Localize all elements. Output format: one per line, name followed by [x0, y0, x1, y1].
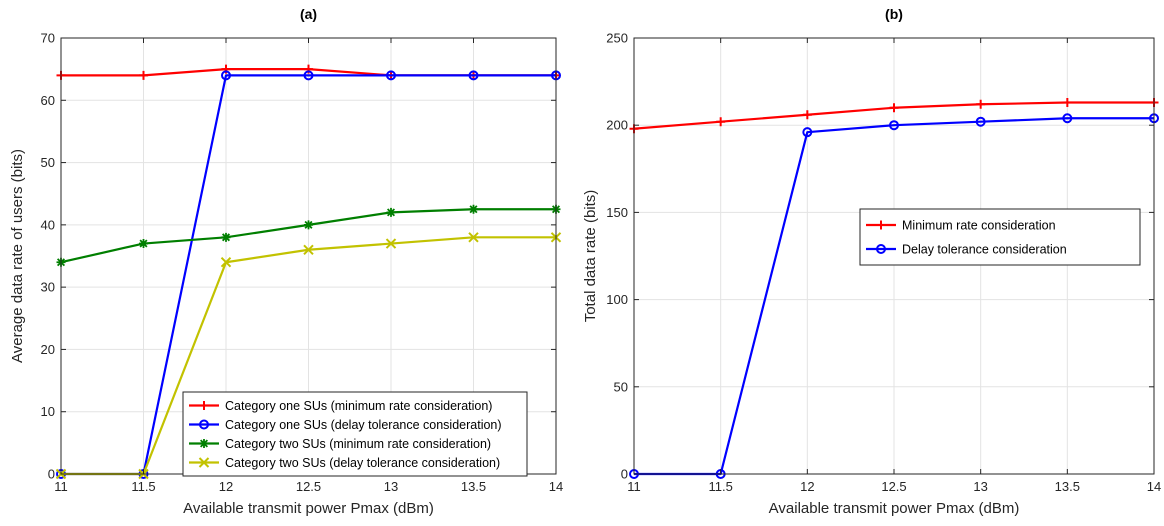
legend-swatch-marker [876, 220, 886, 230]
y-axis-label: Total data rate (bits) [582, 190, 599, 323]
legend-swatch-marker [199, 419, 209, 430]
data-point [468, 232, 479, 243]
x-tick-label: 12.5 [296, 479, 321, 494]
data-point [889, 103, 899, 113]
data-point [304, 220, 313, 230]
legend-label: Delay tolerance consideration [902, 243, 1067, 257]
x-axis-label: Available transmit power Pmax (dBm) [769, 500, 1020, 517]
y-tick-label: 150 [606, 205, 628, 220]
data-point [221, 70, 231, 81]
y-tick-label: 30 [41, 280, 55, 295]
panel-title: (b) [885, 6, 903, 22]
legend-entry: Category two SUs (minimum rate considera… [189, 437, 491, 451]
legend-swatch-marker [198, 457, 210, 468]
y-tick-label: 20 [41, 342, 55, 357]
y-tick-label: 250 [606, 31, 628, 46]
x-tick-label: 11 [627, 479, 641, 494]
data-point [303, 244, 314, 255]
y-tick-label: 70 [41, 31, 55, 46]
x-tick-label: 11.5 [131, 479, 155, 494]
y-tick-label: 10 [41, 404, 55, 419]
legend-swatch-marker [199, 439, 209, 448]
data-point [802, 127, 813, 138]
legend-swatch-marker [199, 401, 209, 410]
legend-box [182, 391, 528, 477]
y-tick-label: 0 [48, 467, 55, 482]
data-point [1062, 98, 1072, 108]
legend-label: Category one SUs (delay tolerance consid… [225, 418, 502, 432]
data-point [303, 70, 314, 81]
legend-entry: Minimum rate consideration [866, 219, 1056, 233]
legend: Minimum rate consideration Delay toleranc… [859, 208, 1141, 266]
y-tick-label: 60 [41, 93, 55, 108]
data-point [139, 70, 148, 80]
x-tick-label: 11 [54, 479, 68, 494]
x-tick-label: 11.5 [708, 479, 732, 494]
y-tick-label: 50 [41, 155, 55, 170]
legend-entry: Category one SUs (delay tolerance consid… [189, 418, 502, 432]
panel-title: (a) [300, 6, 317, 22]
x-tick-label: 12 [219, 479, 233, 494]
y-axis-label: Average data rate of users (bits) [9, 149, 26, 363]
legend-label: Minimum rate consideration [902, 219, 1056, 233]
x-tick-label: 12.5 [881, 479, 906, 494]
x-tick-label: 13.5 [1055, 479, 1080, 494]
data-point [976, 99, 986, 109]
x-tick-label: 14 [1147, 479, 1161, 494]
data-point [469, 204, 478, 214]
x-tick-label: 13 [973, 479, 987, 494]
y-tick-label: 200 [606, 118, 628, 133]
data-point [139, 239, 148, 249]
data-point [468, 70, 479, 81]
y-tick-label: 40 [41, 217, 55, 232]
panel-a: 11 11.5 12 12.5 13 13.5 14 0 10 20 30 40 50 60 70 (a) Av… [9, 6, 563, 517]
y-tick-label: 100 [606, 292, 628, 307]
data-point [386, 70, 396, 81]
data-point [716, 117, 726, 127]
data-point [889, 120, 899, 131]
y-tick-label: 50 [614, 379, 628, 394]
legend-entry: Category two SUs (delay tolerance consid… [189, 456, 500, 470]
data-point [1062, 113, 1073, 124]
data-point [386, 207, 396, 217]
data-point [220, 257, 232, 268]
legend-entry: Delay tolerance consideration [866, 243, 1067, 257]
x-tick-label: 14 [549, 479, 563, 494]
legend-box [859, 208, 1141, 266]
legend-swatch-marker [876, 244, 886, 254]
legend-label: Category two SUs (delay tolerance consid… [225, 456, 500, 470]
data-point [221, 232, 231, 242]
legend-label: Category one SUs (minimum rate considera… [225, 399, 492, 413]
legend: Category one SUs (minimum rate considera… [182, 391, 528, 477]
panel-b: 11 11.5 12 12.5 13 13.5 14 0 50 100 150 200 250 (b) Av… [582, 6, 1161, 517]
y-tick-label: 0 [621, 467, 628, 482]
data-point [385, 238, 397, 249]
x-tick-label: 13.5 [461, 479, 486, 494]
data-point [975, 116, 986, 127]
x-tick-label: 12 [800, 479, 814, 494]
x-axis-label: Available transmit power Pmax (dBm) [183, 500, 434, 517]
legend-label: Category two SUs (minimum rate considera… [225, 437, 491, 451]
x-tick-label: 13 [384, 479, 398, 494]
legend-entry: Category one SUs (minimum rate considera… [189, 399, 492, 413]
data-point [802, 110, 812, 120]
